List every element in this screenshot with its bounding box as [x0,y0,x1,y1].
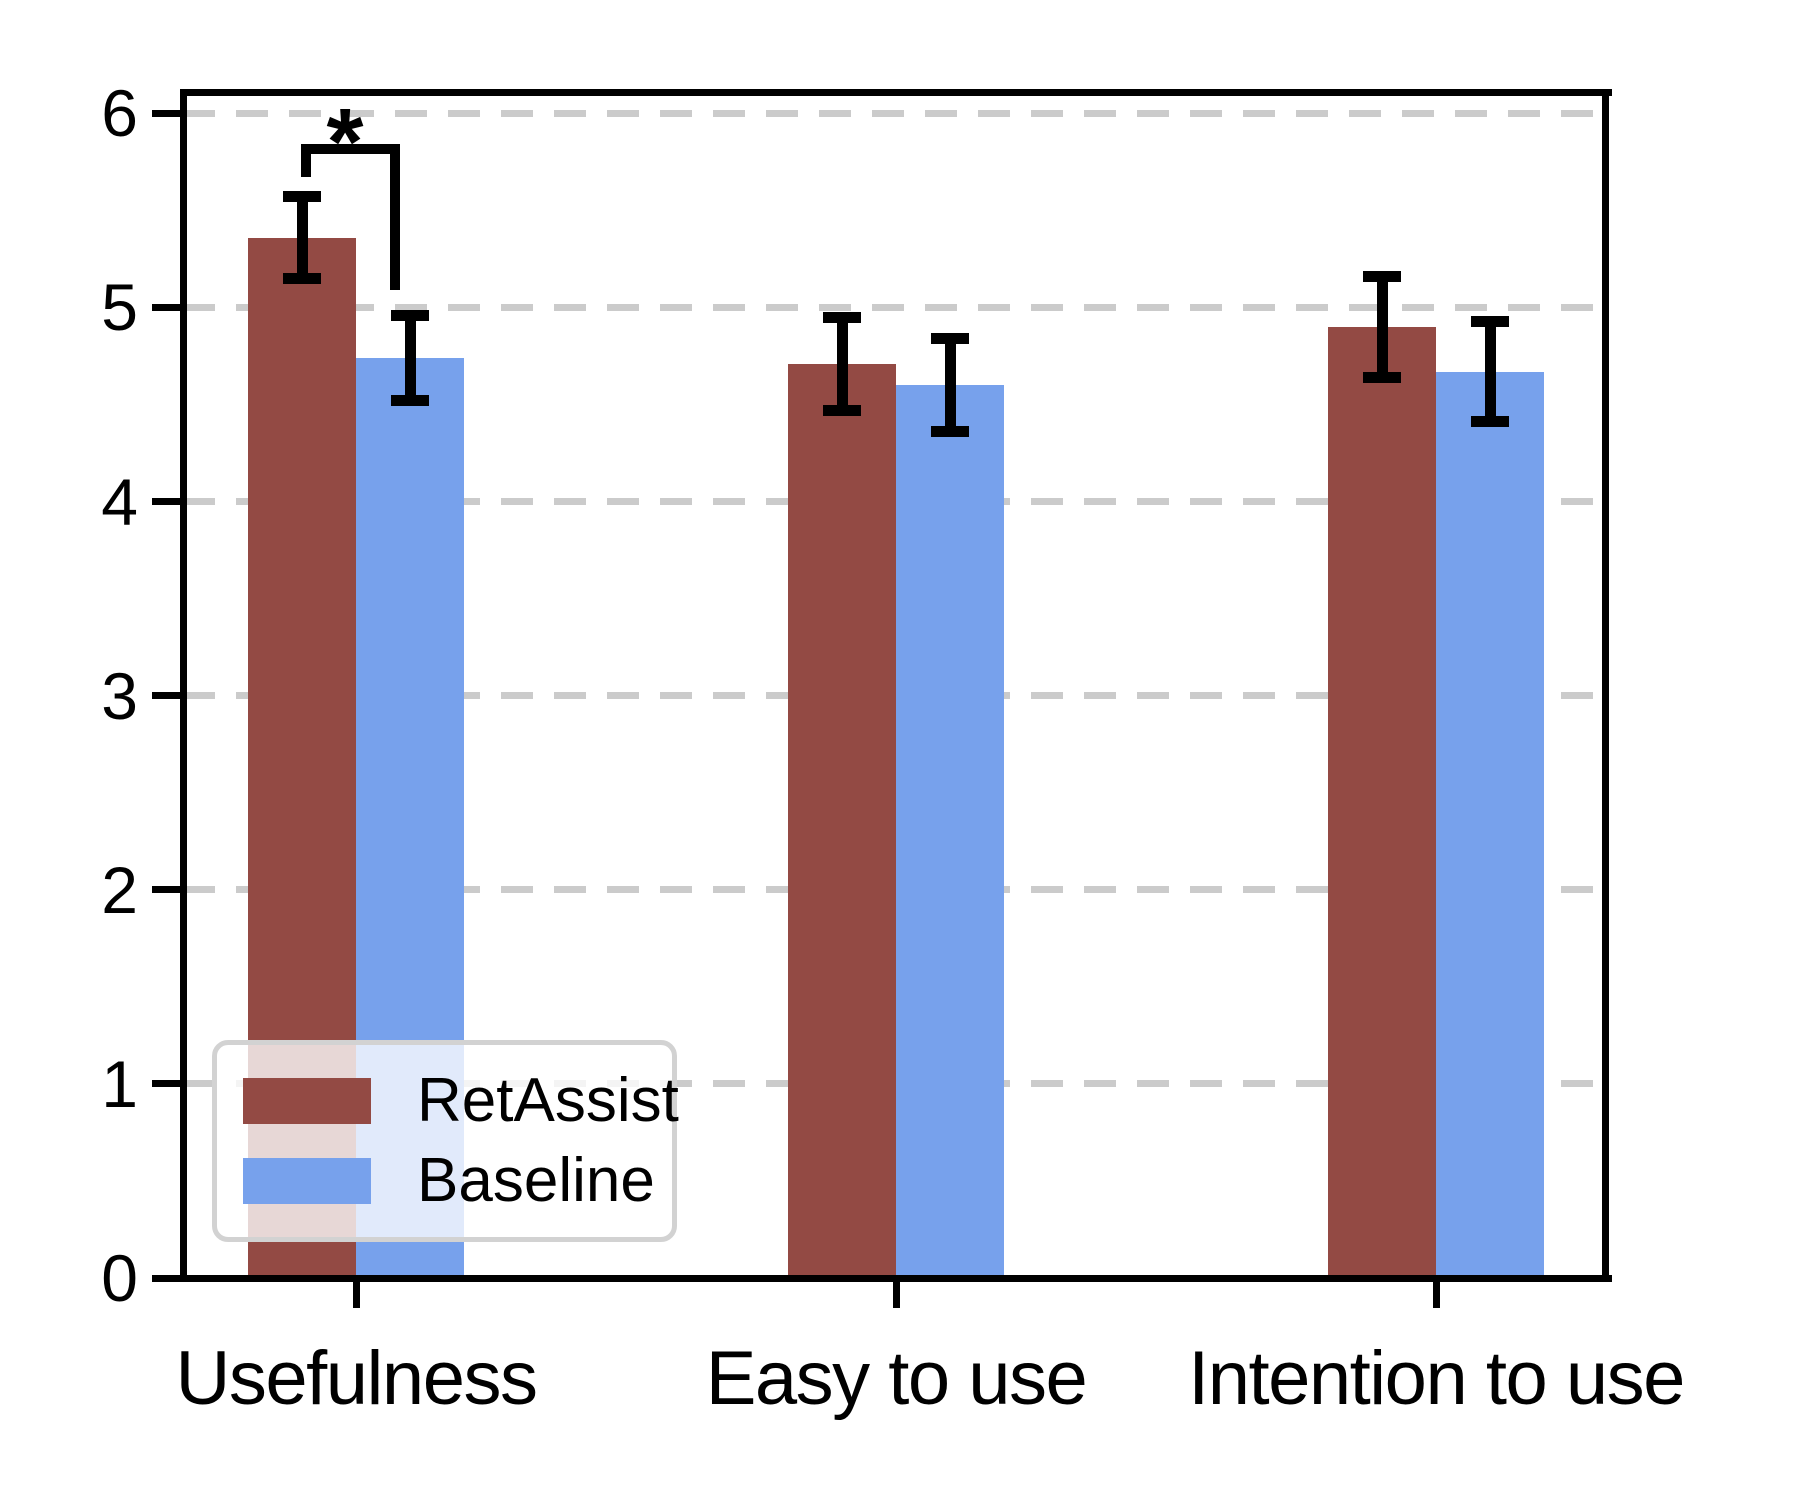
legend-item-baseline: Baseline [243,1145,672,1215]
errorbar-retassist-2-cap-top [1363,270,1401,282]
y-tick-label-0: 0 [101,1241,138,1315]
bar-baseline-2 [1436,371,1544,1278]
significance-bracket-left [301,144,311,177]
legend: RetAssist Baseline [212,1040,679,1242]
y-tick-2 [152,886,181,894]
y-tick-6 [152,109,181,117]
y-tick-1 [152,1080,181,1088]
y-tick-label-4: 4 [101,464,138,539]
errorbar-baseline-0-cap-bottom [391,395,429,407]
left-spine [179,88,187,1282]
x-tick-2 [1432,1281,1440,1308]
errorbar-retassist-0-cap-top [283,191,321,203]
y-tick-0 [152,1274,181,1282]
y-tick-4 [152,498,181,506]
legend-label-baseline: Baseline [417,1145,655,1215]
legend-item-retassist: RetAssist [243,1070,679,1132]
significance-star: * [326,89,364,195]
legend-swatch-retassist [243,1078,371,1125]
errorbar-retassist-1-stem [836,317,848,411]
y-tick-label-1: 1 [101,1046,138,1121]
bar-retassist-1 [788,363,896,1278]
x-axis-spine [179,1274,1612,1282]
errorbar-baseline-1-stem [944,338,956,432]
gridline-5 [183,303,1608,311]
x-tick-0 [352,1281,360,1308]
bar-baseline-1 [896,385,1004,1278]
errorbar-baseline-2-stem [1484,321,1496,422]
legend-label-retassist: RetAssist [417,1066,679,1136]
errorbar-retassist-1-cap-bottom [823,404,861,416]
significance-bracket-right [390,144,400,290]
right-spine [1601,88,1609,1282]
y-tick-label-2: 2 [101,852,138,927]
x-tick-label-2: Intention to use [1188,1336,1685,1421]
y-tick-label-6: 6 [101,76,138,151]
errorbar-baseline-0-cap-top [391,309,429,321]
errorbar-baseline-1-cap-top [931,333,969,345]
y-tick-5 [152,303,181,311]
top-spine [179,88,1612,96]
errorbar-baseline-2-cap-bottom [1471,416,1509,428]
errorbar-retassist-0-stem [296,196,308,279]
significance-bracket-top [301,144,400,154]
x-tick-label-0: Usefulness [175,1336,538,1421]
errorbar-retassist-2-cap-bottom [1363,371,1401,383]
x-tick-1 [892,1281,900,1308]
x-tick-label-1: Easy to use [705,1336,1088,1421]
plot-area: * RetAssist Baseline 0 1 2 3 4 5 6 Usefulness Ea… [101,77,1685,1421]
gridline-6 [183,109,1608,117]
bar-retassist-2 [1328,326,1436,1278]
errorbar-baseline-2-cap-top [1471,315,1509,327]
legend-swatch-baseline [243,1157,371,1204]
y-tick-3 [152,692,181,700]
errorbar-retassist-2-stem [1376,276,1388,378]
errorbar-baseline-0-stem [404,315,416,401]
y-tick-label-3: 3 [101,658,138,733]
errorbar-retassist-0-cap-bottom [283,272,321,284]
y-tick-label-5: 5 [101,270,138,345]
errorbar-baseline-1-cap-bottom [931,426,969,438]
errorbar-retassist-1-cap-top [823,311,861,323]
